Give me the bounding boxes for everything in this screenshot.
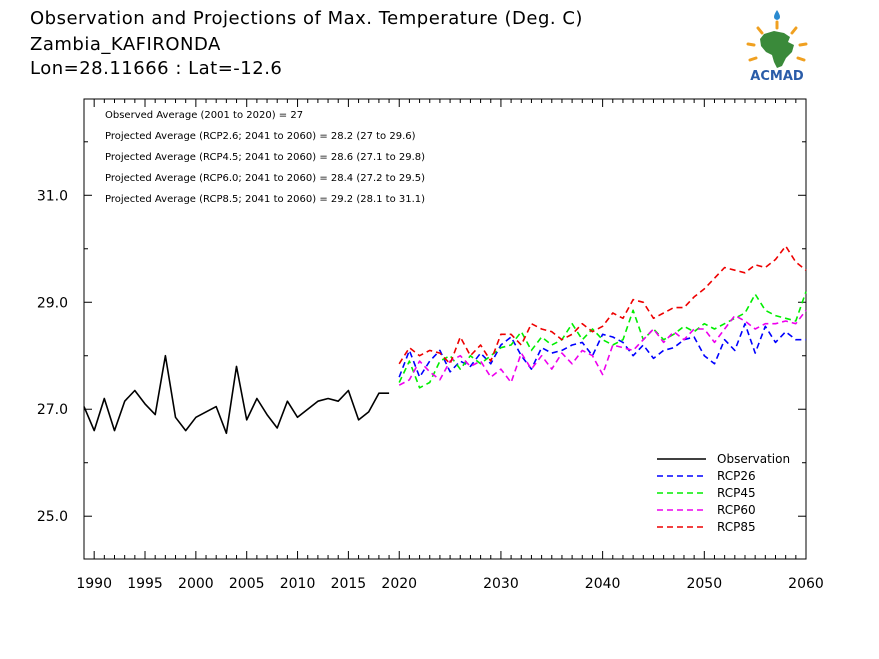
annotation-line: Projected Average (RCP8.5; 2041 to 2060)… [105, 194, 425, 205]
series-lines [83, 245, 807, 435]
x-tick-label: 2020 [381, 576, 417, 592]
station-coordinates: Lon=28.11666 : Lat=-12.6 [30, 58, 283, 79]
y-tick-label: 25.0 [37, 509, 68, 525]
axis-ticks [83, 99, 807, 559]
series-line-rcp26 [398, 322, 806, 378]
tick-labels: 1990 1995 2000 2005 2010 2015 2020 2030 2040 2050… [37, 188, 824, 592]
x-tick-label: 2050 [686, 576, 722, 592]
series-line-observation [83, 354, 390, 435]
annotation-line: Projected Average (RCP6.0; 2041 to 2060)… [105, 173, 425, 184]
x-tick-label: 2015 [331, 576, 367, 592]
y-tick-label: 27.0 [37, 402, 68, 418]
station-name: Zambia_KAFIRONDA [30, 34, 221, 55]
legend-label: RCP85 [717, 520, 756, 534]
acmad-africa-logo-icon: ACMAD [736, 8, 818, 84]
x-tick-label: 2060 [788, 576, 824, 592]
y-tick-label: 29.0 [37, 295, 68, 311]
y-tick-label: 31.0 [37, 188, 68, 204]
sun-rays [746, 20, 808, 62]
legend-label: Observation [717, 452, 790, 466]
annotations: Observed Average (2001 to 2020) = 27 Proj… [105, 110, 425, 205]
legend-label: RCP26 [717, 469, 756, 483]
legend-label: RCP60 [717, 503, 756, 517]
series-line-rcp60 [398, 309, 807, 386]
x-tick-label: 1990 [76, 576, 112, 592]
x-tick-label: 2030 [483, 576, 519, 592]
legend: Observation RCP26 RCP45 RCP60 RCP85 [657, 452, 790, 534]
logo-text: ACMAD [750, 69, 804, 84]
x-tick-label: 2010 [280, 576, 316, 592]
legend-label: RCP45 [717, 486, 756, 500]
chart-title: Observation and Projections of Max. Temp… [30, 8, 583, 29]
annotation-line: Observed Average (2001 to 2020) = 27 [105, 110, 303, 121]
x-tick-label: 2005 [229, 576, 265, 592]
africa-shape [760, 31, 794, 68]
x-tick-label: 2000 [178, 576, 214, 592]
annotation-line: Projected Average (RCP2.6; 2041 to 2060)… [105, 131, 416, 142]
x-tick-label: 2040 [585, 576, 621, 592]
x-tick-label: 1995 [127, 576, 163, 592]
series-line-rcp85 [398, 245, 807, 365]
water-drop [774, 10, 780, 20]
annotation-line: Projected Average (RCP4.5; 2041 to 2060)… [105, 152, 425, 163]
plot-frame [83, 98, 807, 560]
